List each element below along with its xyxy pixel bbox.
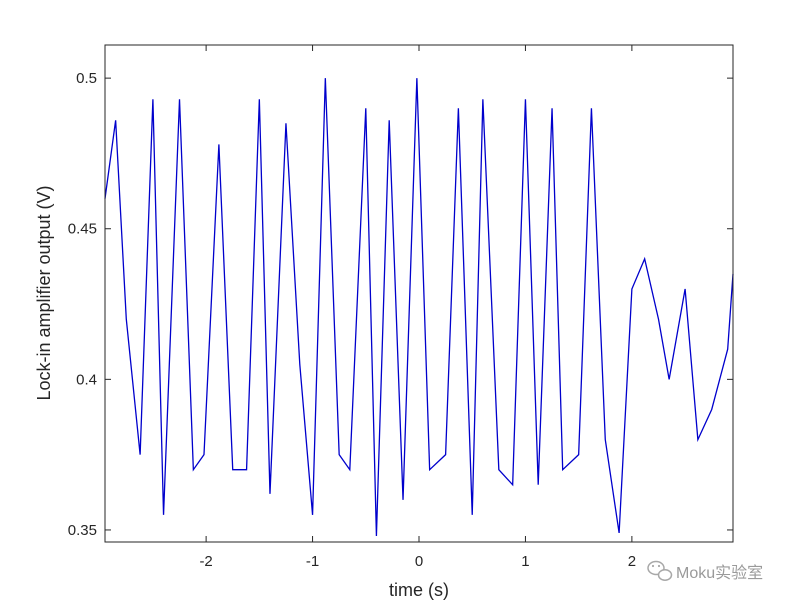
x-tick-label: 0 xyxy=(415,553,423,570)
x-axis-title: time (s) xyxy=(389,580,449,600)
x-tick-label: -2 xyxy=(199,553,212,570)
y-tick-label: 0.35 xyxy=(68,522,97,539)
plot-background xyxy=(105,45,733,542)
y-tick-label: 0.45 xyxy=(68,221,97,238)
wechat-icon xyxy=(647,560,673,581)
watermark-text: Moku实验室 xyxy=(676,564,763,582)
axes-layer: -2 -1 0 1 2 0.35 0.4 0.45 0.5 xyxy=(68,44,734,570)
x-tick-label: -1 xyxy=(306,553,319,570)
data-layer xyxy=(104,78,734,536)
watermark: Moku实验室 xyxy=(647,560,763,582)
series-line-0 xyxy=(104,78,734,536)
y-axis-title: Lock-in amplifier output (V) xyxy=(34,185,54,400)
y-tick-label: 0.4 xyxy=(76,371,97,388)
x-tick-label: 2 xyxy=(628,553,636,570)
y-tick-label: 0.5 xyxy=(76,70,97,87)
x-tick-label: 1 xyxy=(521,553,529,570)
